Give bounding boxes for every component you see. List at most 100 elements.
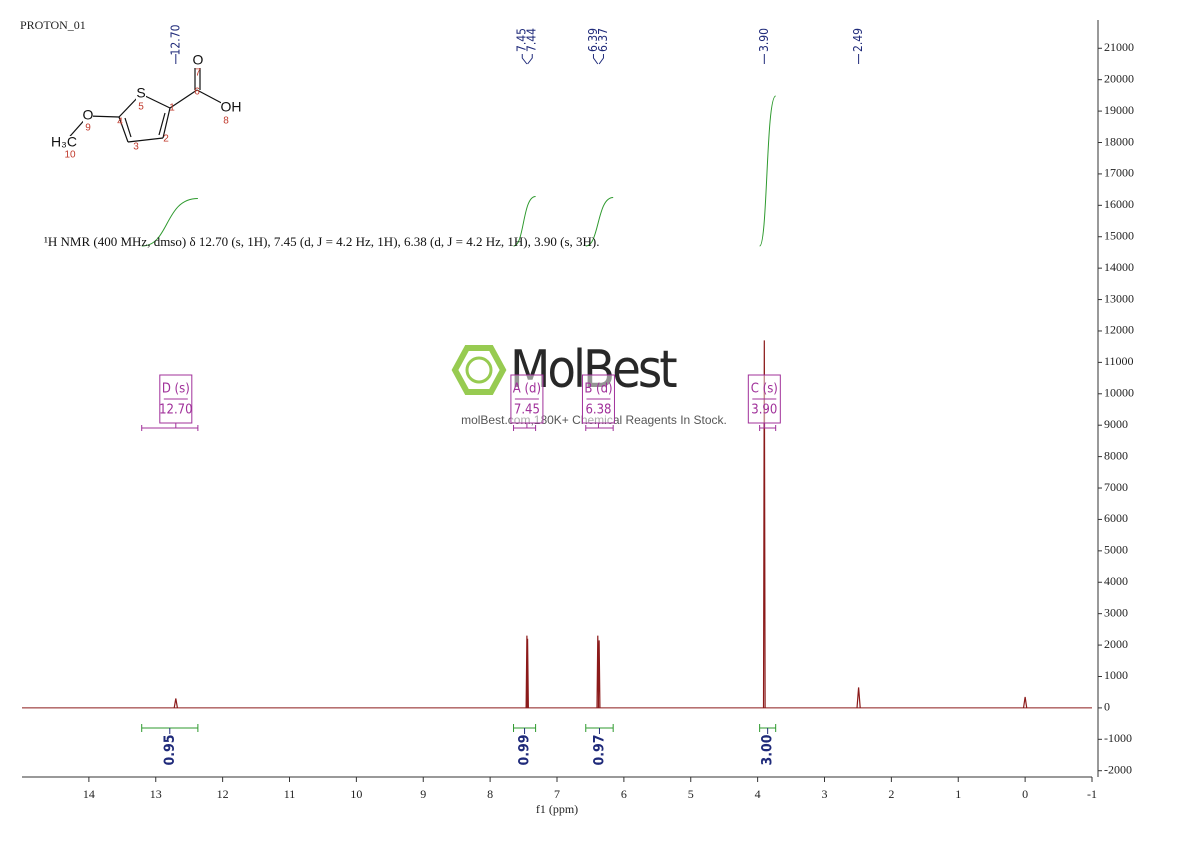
y-tick-label: 16000 [1104, 197, 1134, 211]
multiplet-shift: 3.90 [751, 403, 777, 418]
atom-mask [83, 109, 93, 123]
x-tick-label: 2 [888, 787, 894, 801]
atom-number: 3 [133, 142, 139, 153]
integral-curve [141, 198, 198, 247]
multiplet-range [585, 425, 614, 431]
atom-number: 5 [138, 102, 144, 113]
y-tick-label: 0 [1104, 700, 1110, 714]
bond [169, 89, 198, 109]
y-tick-label: 1000 [1104, 668, 1128, 682]
y-tick-label: -1000 [1104, 731, 1132, 745]
y-tick-label: 4000 [1104, 574, 1128, 588]
multiplet-range [141, 425, 199, 431]
x-tick-label: 11 [284, 787, 296, 801]
bond [124, 117, 132, 138]
integral-label: 0.97 [591, 734, 607, 765]
y-tick-label: 5000 [1104, 543, 1128, 557]
y-tick-label: 10000 [1104, 386, 1134, 400]
y-tick-label: 20000 [1104, 71, 1134, 85]
peak-pick-line [592, 54, 599, 65]
multiplet-shift: 7.45 [514, 403, 540, 418]
bond [162, 107, 171, 139]
watermark-logo [465, 356, 493, 384]
multiplet-range [759, 425, 777, 431]
x-tick-label: 10 [350, 787, 362, 801]
multiplet-name: C (s) [751, 382, 778, 397]
y-tick-label: 7000 [1104, 480, 1128, 494]
atom-mask [221, 101, 241, 115]
bond [118, 116, 129, 143]
x-tick-label: 9 [420, 787, 426, 801]
atom-mask [49, 136, 79, 150]
atom-label: O [193, 52, 204, 68]
integral-curve [759, 95, 777, 247]
x-tick-label: 0 [1022, 787, 1028, 801]
multiplet-shift: 12.70 [159, 403, 192, 418]
x-tick-label: 7 [554, 787, 560, 801]
x-tick-label: 14 [83, 787, 95, 801]
peak-pick-label: 12.70 [168, 24, 182, 55]
y-tick-label: 8000 [1104, 448, 1128, 462]
chart-title: PROTON_01 [20, 18, 86, 32]
y-tick-label: -2000 [1104, 762, 1132, 776]
peak-pick-label: 3.90 [757, 28, 771, 52]
x-tick-label: 6 [621, 787, 627, 801]
x-tick-label: 5 [688, 787, 694, 801]
peak-pick-line [521, 54, 528, 65]
multiplet-name: B (d) [584, 382, 612, 397]
multiplet-name: D (s) [162, 382, 190, 397]
bond [158, 112, 166, 136]
multiplet-shift: 6.38 [585, 403, 611, 418]
spectrum-peak [856, 687, 861, 708]
peak-pick-line [598, 54, 604, 65]
x-tick-label: 12 [217, 787, 229, 801]
x-tick-label: 8 [487, 787, 493, 801]
y-tick-label: 19000 [1104, 103, 1134, 117]
integral-curve [585, 197, 614, 247]
x-tick-label: -1 [1087, 787, 1097, 801]
y-tick-label: 18000 [1104, 134, 1134, 148]
multiplet-name: A (d) [513, 382, 541, 397]
atom-label: S [136, 85, 145, 101]
atom-number: 1 [169, 103, 175, 114]
multiplet-range [513, 425, 537, 431]
integral-label: 0.95 [162, 734, 178, 765]
y-tick-label: 12000 [1104, 323, 1134, 337]
integral-curve [513, 196, 536, 247]
peak-pick-label: 7.44 [525, 28, 539, 52]
integral-label: 0.99 [517, 734, 533, 765]
atom-mask [193, 54, 203, 68]
y-tick-label: 15000 [1104, 228, 1134, 242]
x-tick-label: 1 [955, 787, 961, 801]
x-tick-label: 3 [822, 787, 828, 801]
y-tick-label: 13000 [1104, 291, 1134, 305]
bond [127, 137, 164, 143]
y-tick-label: 14000 [1104, 260, 1134, 274]
atom-number: 9 [85, 123, 91, 134]
watermark-logo [451, 345, 507, 395]
atom-number: 2 [163, 134, 169, 145]
spectrum-peak [526, 638, 529, 708]
atom-number: 6 [194, 87, 200, 98]
y-tick-label: 3000 [1104, 605, 1128, 619]
y-tick-label: 2000 [1104, 637, 1128, 651]
atom-mask [136, 87, 146, 101]
spectrum-peak [762, 340, 766, 708]
atom-label: OH [221, 99, 242, 115]
y-tick-label: 9000 [1104, 417, 1128, 431]
spectrum-peak [1022, 696, 1028, 708]
peak-pick-label: 6.37 [596, 28, 610, 52]
integral-label: 3.00 [760, 734, 776, 765]
atom-number: 10 [64, 150, 76, 161]
x-axis-label: f1 (ppm) [536, 802, 578, 816]
x-tick-label: 13 [150, 787, 162, 801]
spectrum-peak [173, 698, 179, 708]
y-tick-label: 21000 [1104, 40, 1134, 54]
atom-label: O [83, 107, 94, 123]
atom-number: 7 [195, 68, 201, 79]
spectrum-peak [597, 640, 601, 708]
nmr-description: ¹H NMR (400 MHz, dmso) δ 12.70 (s, 1H), … [44, 234, 600, 249]
y-tick-label: 11000 [1104, 354, 1134, 368]
